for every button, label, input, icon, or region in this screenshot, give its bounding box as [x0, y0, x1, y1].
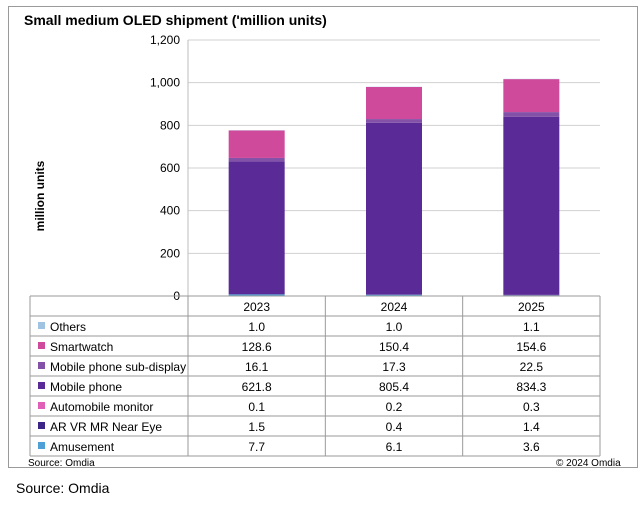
- chart-frame: [8, 6, 638, 468]
- data-label: 154.6: [516, 340, 546, 354]
- bar-segment: [366, 119, 422, 123]
- legend-swatch: [38, 442, 45, 449]
- y-tick-label: 800: [160, 118, 180, 132]
- legend-label: Automobile monitor: [50, 400, 153, 414]
- bar-segment: [366, 294, 422, 296]
- y-tick-label: 1,200: [150, 33, 180, 47]
- data-label: 0.1: [248, 400, 265, 414]
- bar-segment: [503, 79, 560, 113]
- legend-label: Amusement: [50, 440, 115, 454]
- x-category-label: 2023: [243, 300, 270, 314]
- data-label: 150.4: [379, 340, 409, 354]
- data-label: 1.1: [523, 320, 540, 334]
- bar-segment: [503, 112, 560, 117]
- legend-label: Mobile phone: [50, 380, 122, 394]
- data-label: 128.6: [242, 340, 272, 354]
- data-label: 834.3: [516, 380, 546, 394]
- data-label: 621.8: [242, 380, 272, 394]
- data-label: 805.4: [379, 380, 409, 394]
- x-category-label: 2024: [381, 300, 408, 314]
- legend-label: AR VR MR Near Eye: [50, 420, 162, 434]
- bar-segment: [366, 122, 422, 295]
- legend-swatch: [38, 362, 45, 369]
- bar-segment: [228, 157, 285, 162]
- data-label: 7.7: [248, 440, 265, 454]
- data-label: 1.4: [523, 420, 540, 434]
- legend-label: Mobile phone sub-display: [50, 360, 186, 374]
- legend-label: Smartwatch: [50, 340, 113, 354]
- legend-swatch: [38, 422, 45, 429]
- bar-segment: [366, 86, 422, 120]
- source-caption: Source: Omdia: [16, 480, 110, 496]
- bar-segment: [503, 116, 560, 295]
- data-label: 1.0: [386, 320, 403, 334]
- bar-segment: [228, 161, 285, 295]
- data-label: 17.3: [382, 360, 406, 374]
- y-tick-label: 1,000: [150, 76, 180, 90]
- copyright-note: © 2024 Omdia: [556, 458, 621, 469]
- y-tick-label: 400: [160, 204, 180, 218]
- data-label: 16.1: [245, 360, 269, 374]
- x-category-label: 2025: [518, 300, 545, 314]
- legend-swatch: [38, 322, 45, 329]
- y-tick-label: 600: [160, 161, 180, 175]
- bar-segment: [228, 130, 285, 158]
- data-label: 6.1: [386, 440, 403, 454]
- chart-title: Small medium OLED shipment ('million uni…: [24, 12, 327, 28]
- data-label: 22.5: [520, 360, 544, 374]
- legend-swatch: [38, 342, 45, 349]
- data-label: 0.3: [523, 400, 540, 414]
- data-label: 1.0: [248, 320, 265, 334]
- data-label: 1.5: [248, 420, 265, 434]
- data-label: 0.2: [386, 400, 403, 414]
- data-label: 3.6: [523, 440, 540, 454]
- data-label: 0.4: [386, 420, 403, 434]
- source-note: Source: Omdia: [28, 458, 95, 469]
- y-tick-label: 200: [160, 246, 180, 260]
- legend-swatch: [38, 382, 45, 389]
- bar-segment: [228, 294, 285, 296]
- legend-swatch: [38, 402, 45, 409]
- legend-label: Others: [50, 320, 86, 334]
